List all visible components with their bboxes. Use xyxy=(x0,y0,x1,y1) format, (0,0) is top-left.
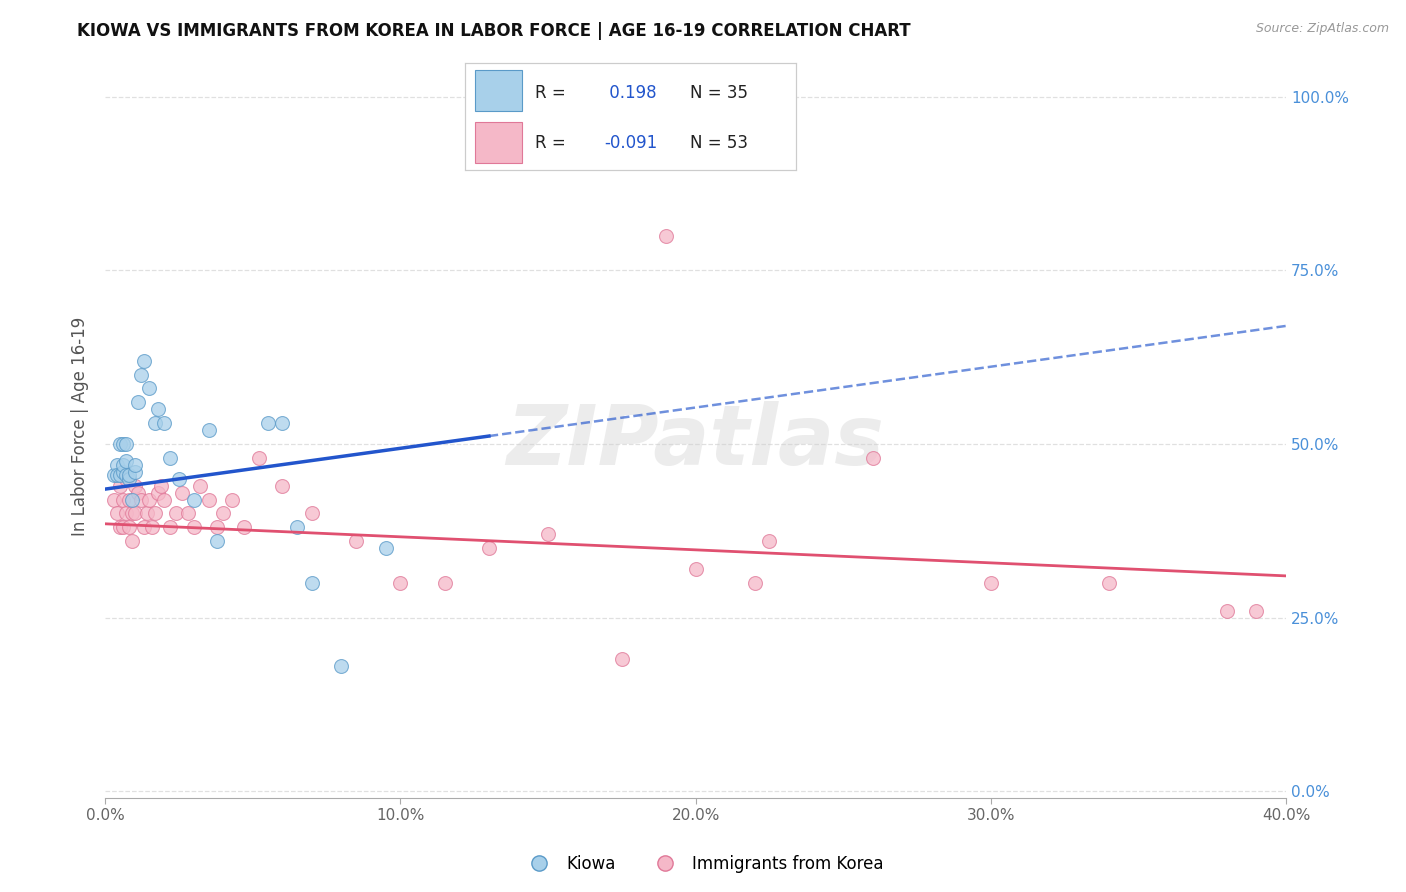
Point xyxy=(124,458,146,472)
Point xyxy=(153,492,176,507)
Point xyxy=(271,416,294,430)
Point xyxy=(118,520,141,534)
Point xyxy=(132,520,155,534)
Point xyxy=(188,478,211,492)
Point xyxy=(127,395,149,409)
Point xyxy=(167,472,190,486)
Point xyxy=(433,575,456,590)
Point xyxy=(610,652,633,666)
Point xyxy=(221,492,243,507)
Point xyxy=(145,416,167,430)
Point xyxy=(247,450,270,465)
Point xyxy=(1098,575,1121,590)
Point xyxy=(197,423,219,437)
Point xyxy=(118,468,141,483)
Point xyxy=(159,520,181,534)
Point xyxy=(148,485,170,500)
Point xyxy=(301,575,323,590)
Point xyxy=(103,492,125,507)
Point xyxy=(129,368,152,382)
Legend: Kiowa, Immigrants from Korea: Kiowa, Immigrants from Korea xyxy=(516,848,890,880)
Point xyxy=(118,472,141,486)
Point xyxy=(344,534,367,549)
Point xyxy=(478,90,501,104)
Point xyxy=(145,507,167,521)
Text: ZIPatlas: ZIPatlas xyxy=(506,401,884,482)
Point xyxy=(183,492,205,507)
Y-axis label: In Labor Force | Age 16-19: In Labor Force | Age 16-19 xyxy=(72,317,89,536)
Point xyxy=(165,507,187,521)
Point xyxy=(108,478,131,492)
Point xyxy=(374,541,396,555)
Point xyxy=(115,472,138,486)
Point xyxy=(108,520,131,534)
Point xyxy=(197,492,219,507)
Point xyxy=(233,520,256,534)
Point xyxy=(127,485,149,500)
Point xyxy=(862,450,884,465)
Point xyxy=(105,458,128,472)
Point xyxy=(124,507,146,521)
Point xyxy=(207,534,229,549)
Point xyxy=(256,416,278,430)
Point xyxy=(159,450,181,465)
Point xyxy=(285,520,308,534)
Point xyxy=(271,478,294,492)
Point xyxy=(105,468,128,483)
Point xyxy=(115,454,138,468)
Point xyxy=(135,507,157,521)
Point xyxy=(389,575,412,590)
Point xyxy=(108,437,131,451)
Point xyxy=(1216,604,1239,618)
Point xyxy=(301,507,323,521)
Point xyxy=(537,527,560,541)
Point xyxy=(121,507,143,521)
Point xyxy=(478,541,501,555)
Point xyxy=(103,468,125,483)
Point xyxy=(138,381,160,395)
Point xyxy=(138,492,160,507)
Point xyxy=(129,492,152,507)
Point xyxy=(1246,604,1268,618)
Point xyxy=(111,520,134,534)
Point xyxy=(685,562,707,576)
Point xyxy=(111,492,134,507)
Point xyxy=(111,458,134,472)
Point xyxy=(330,659,353,673)
Point xyxy=(105,507,128,521)
Point xyxy=(153,416,176,430)
Point xyxy=(212,507,235,521)
Point xyxy=(655,228,678,243)
Point xyxy=(124,478,146,492)
Point xyxy=(207,520,229,534)
Point xyxy=(121,492,143,507)
Point xyxy=(758,534,780,549)
Point xyxy=(744,575,766,590)
Point xyxy=(148,402,170,417)
Point xyxy=(150,478,173,492)
Point xyxy=(132,353,155,368)
Point xyxy=(115,507,138,521)
Text: Source: ZipAtlas.com: Source: ZipAtlas.com xyxy=(1256,22,1389,36)
Point xyxy=(183,520,205,534)
Point xyxy=(177,507,200,521)
Point xyxy=(111,437,134,451)
Point xyxy=(980,575,1002,590)
Point xyxy=(170,485,193,500)
Point xyxy=(108,468,131,483)
Point xyxy=(121,534,143,549)
Point xyxy=(124,465,146,479)
Text: KIOWA VS IMMIGRANTS FROM KOREA IN LABOR FORCE | AGE 16-19 CORRELATION CHART: KIOWA VS IMMIGRANTS FROM KOREA IN LABOR … xyxy=(77,22,911,40)
Point xyxy=(118,492,141,507)
Point xyxy=(115,468,138,483)
Point xyxy=(111,465,134,479)
Point xyxy=(115,437,138,451)
Point xyxy=(141,520,163,534)
